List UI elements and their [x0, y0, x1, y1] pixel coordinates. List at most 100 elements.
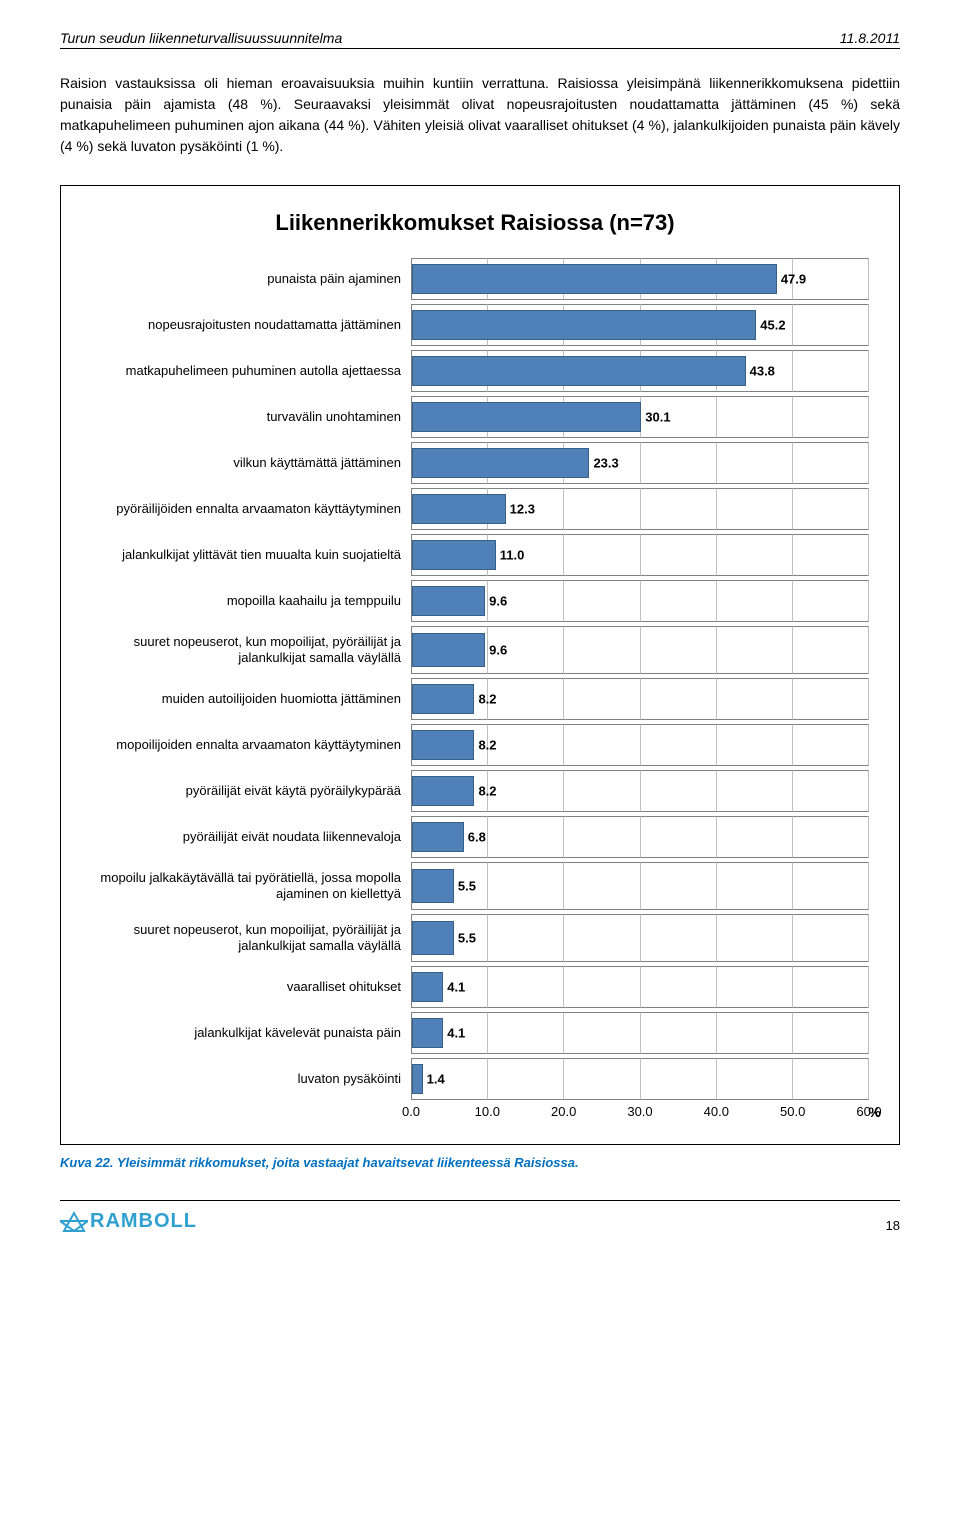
page-header: Turun seudun liikenneturvallisuussuunnit… [60, 30, 900, 49]
page-number: 18 [886, 1218, 900, 1233]
logo: RAMBOLL [60, 1207, 197, 1233]
value-label: 6.8 [464, 830, 486, 845]
header-title: Turun seudun liikenneturvallisuussuunnit… [60, 30, 342, 46]
category-label: suuret nopeuserot, kun mopoilijat, pyörä… [81, 634, 411, 665]
x-axis: % 0.010.020.030.040.050.060.0 [81, 1104, 869, 1124]
chart-row: mopoilla kaahailu ja temppuilu 9.6 [81, 580, 869, 622]
value-label: 4.1 [443, 980, 465, 995]
chart-bars: punaista päin ajaminen47.9 nopeusrajoitus… [81, 258, 869, 1100]
category-label: nopeusrajoitusten noudattamatta jättämin… [81, 317, 411, 333]
bar [412, 972, 443, 1001]
value-label: 1.4 [423, 1072, 445, 1087]
plot-cell: 6.8 [411, 816, 869, 858]
category-label: pyöräilijöiden ennalta arvaamaton käyttä… [81, 501, 411, 517]
bar [412, 586, 485, 615]
value-label: 45.2 [756, 318, 785, 333]
chart-container: Liikennerikkomukset Raisiossa (n=73) pun… [60, 185, 900, 1145]
chart-row: suuret nopeuserot, kun mopoilijat, pyörä… [81, 914, 869, 962]
plot-cell: 1.4 [411, 1058, 869, 1100]
figure-caption: Kuva 22. Yleisimmät rikkomukset, joita v… [60, 1155, 900, 1170]
page-footer: RAMBOLL 18 [60, 1200, 900, 1233]
chart-row: mopoilu jalkakäytävällä tai pyörätiellä,… [81, 862, 869, 910]
bar [412, 684, 474, 713]
chart-row: punaista päin ajaminen47.9 [81, 258, 869, 300]
plot-cell: 23.3 [411, 442, 869, 484]
plot-cell: 9.6 [411, 580, 869, 622]
x-tick: 10.0 [475, 1104, 500, 1119]
bar [412, 448, 589, 477]
category-label: matkapuhelimeen puhuminen autolla ajetta… [81, 363, 411, 379]
chart-row: pyöräilijöiden ennalta arvaamaton käyttä… [81, 488, 869, 530]
axis-spacer [81, 1104, 411, 1124]
x-tick: 50.0 [780, 1104, 805, 1119]
value-label: 23.3 [589, 456, 618, 471]
value-label: 4.1 [443, 1026, 465, 1041]
category-label: jalankulkijat ylittävät tien muualta kui… [81, 547, 411, 563]
x-tick: 0.0 [402, 1104, 420, 1119]
page: Turun seudun liikenneturvallisuussuunnit… [0, 0, 960, 1253]
x-tick: 30.0 [627, 1104, 652, 1119]
category-label: vaaralliset ohitukset [81, 979, 411, 995]
chart-row: pyöräilijät eivät käytä pyöräilykypärää 8… [81, 770, 869, 812]
plot-cell: 12.3 [411, 488, 869, 530]
bar [412, 633, 485, 667]
bar [412, 730, 474, 759]
x-tick: 20.0 [551, 1104, 576, 1119]
bar [412, 494, 506, 523]
category-label: suuret nopeuserot, kun mopoilijat, pyörä… [81, 922, 411, 953]
bar [412, 776, 474, 805]
plot-cell: 8.2 [411, 724, 869, 766]
axis-ticks: % 0.010.020.030.040.050.060.0 [411, 1104, 869, 1124]
value-label: 8.2 [474, 738, 496, 753]
body-paragraph: Raision vastauksissa oli hieman eroavais… [60, 73, 900, 157]
category-label: turvavälin unohtaminen [81, 409, 411, 425]
plot-cell: 8.2 [411, 770, 869, 812]
value-label: 8.2 [474, 692, 496, 707]
bar [412, 1064, 423, 1093]
category-label: mopoilu jalkakäytävällä tai pyörätiellä,… [81, 870, 411, 901]
chart-title: Liikennerikkomukset Raisiossa (n=73) [81, 210, 869, 236]
plot-cell: 45.2 [411, 304, 869, 346]
chart-row: jalankulkijat kävelevät punaista päin 4.1 [81, 1012, 869, 1054]
bar [412, 822, 464, 851]
value-label: 8.2 [474, 784, 496, 799]
bar [412, 540, 496, 569]
chart-row: mopoilijoiden ennalta arvaamaton käyttäy… [81, 724, 869, 766]
header-date: 11.8.2011 [840, 30, 900, 46]
value-label: 11.0 [496, 548, 525, 563]
category-label: jalankulkijat kävelevät punaista päin [81, 1025, 411, 1041]
category-label: mopoilijoiden ennalta arvaamaton käyttäy… [81, 737, 411, 753]
category-label: pyöräilijät eivät käytä pyöräilykypärää [81, 783, 411, 799]
bar [412, 310, 756, 339]
value-label: 12.3 [506, 502, 535, 517]
plot-cell: 43.8 [411, 350, 869, 392]
category-label: pyöräilijät eivät noudata liikennevaloja [81, 829, 411, 845]
logo-icon [60, 1207, 88, 1233]
chart-row: luvaton pysäköinti 1.4 [81, 1058, 869, 1100]
bar [412, 264, 777, 293]
bar [412, 921, 454, 955]
chart-row: vilkun käyttämättä jättäminen23.3 [81, 442, 869, 484]
value-label: 47.9 [777, 272, 806, 287]
chart-row: vaaralliset ohitukset 4.1 [81, 966, 869, 1008]
bar [412, 402, 641, 431]
category-label: luvaton pysäköinti [81, 1071, 411, 1087]
bar [412, 356, 746, 385]
x-tick: 60.0 [856, 1104, 881, 1119]
chart-row: turvavälin unohtaminen 30.1 [81, 396, 869, 438]
value-label: 43.8 [746, 364, 775, 379]
plot-cell: 4.1 [411, 966, 869, 1008]
plot-cell: 30.1 [411, 396, 869, 438]
value-label: 5.5 [454, 931, 476, 946]
category-label: muiden autoilijoiden huomiotta jättämine… [81, 691, 411, 707]
plot-cell: 8.2 [411, 678, 869, 720]
plot-cell: 47.9 [411, 258, 869, 300]
plot-cell: 11.0 [411, 534, 869, 576]
chart-row: jalankulkijat ylittävät tien muualta kui… [81, 534, 869, 576]
value-label: 9.6 [485, 594, 507, 609]
value-label: 5.5 [454, 879, 476, 894]
chart-row: pyöräilijät eivät noudata liikennevaloja… [81, 816, 869, 858]
value-label: 30.1 [641, 410, 670, 425]
category-label: mopoilla kaahailu ja temppuilu [81, 593, 411, 609]
bar [412, 1018, 443, 1047]
